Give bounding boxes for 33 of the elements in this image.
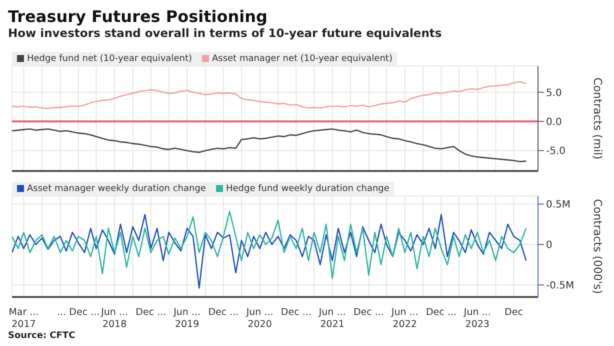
legend-label: Asset manager net (10-year equivalent): [210, 54, 392, 64]
x-tick-label: Jun ... 2023: [462, 307, 491, 330]
x-tick-label: Jun ... 2019: [172, 307, 201, 330]
x-tick-label: Dec ...: [136, 307, 166, 318]
y-tick-label: 0.5M: [546, 200, 571, 211]
y-tick-label: 0.0: [546, 116, 562, 128]
x-tick-label: Mar ... 2017: [8, 307, 39, 330]
line-series: [12, 210, 527, 280]
chart-title: Treasury Futures Positioning: [8, 7, 268, 26]
y-tick-label: -5.0: [546, 146, 566, 158]
y-axis-title: Contracts (mil): [591, 78, 604, 160]
line-series: [12, 128, 527, 162]
x-tick-label: Dec ...: [280, 307, 312, 318]
x-tick-label: Jun ... 2020: [245, 307, 274, 330]
y-tick-label: 0: [546, 240, 552, 252]
chart-subtitle: How investors stand overall in terms of 10-year future equivalents: [8, 26, 443, 41]
legend-label: Hedge fund weekly duration change: [224, 184, 390, 194]
y-tick-label: -0.5M: [546, 280, 574, 292]
legend-label: Hedge fund net (10-year equivalent): [26, 54, 192, 64]
x-tick-label: Dec: [504, 307, 523, 318]
x-tick-label: ... Dec ...: [57, 307, 100, 318]
source-note: Source: CFTC: [8, 331, 76, 341]
line-series: [12, 214, 527, 289]
line-series: [12, 81, 527, 110]
x-tick-label: Dec ...: [353, 307, 384, 318]
x-tick-label: Jun ... 2022: [390, 307, 418, 330]
y-tick-label: 5.0: [546, 88, 562, 99]
legend-label: Asset manager weekly duration change: [26, 184, 206, 194]
x-tick-label: Dec ...: [208, 307, 239, 318]
x-tick-label: Dec ...: [426, 307, 456, 318]
x-tick-label: Jun ... 2018: [100, 307, 128, 330]
y-axis-title: Contracts (000's): [591, 199, 604, 294]
x-tick-label: Jun ... 2021: [318, 307, 346, 330]
